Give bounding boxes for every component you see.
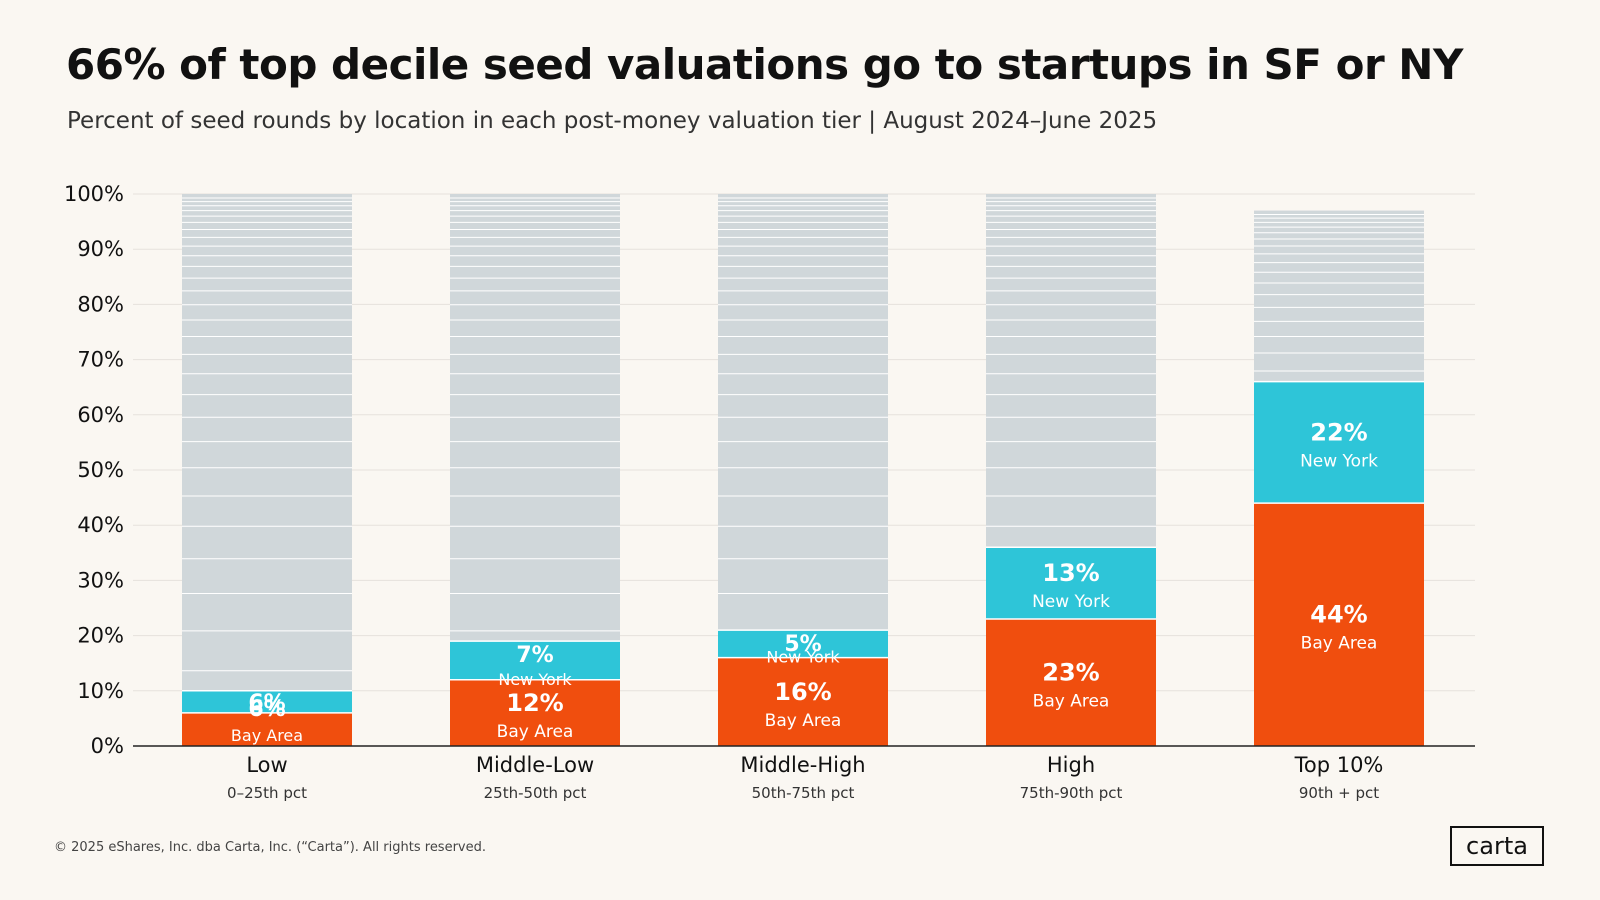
chart-subtitle: Percent of seed rounds by location in ea… <box>67 108 1158 134</box>
new-york-series-label: New York <box>1300 451 1378 471</box>
x-category-sublabel: 75th-90th pct <box>1020 784 1123 802</box>
y-tick-label: 10% <box>77 679 124 703</box>
new-york-value-label: 7% <box>516 643 553 668</box>
bay-area-series-label: Bay Area <box>1301 634 1378 654</box>
bar-new-york <box>1254 381 1424 504</box>
bay-area-value-label: 12% <box>506 689 563 717</box>
bar-new-york <box>718 630 888 658</box>
y-tick-label: 100% <box>64 182 124 206</box>
y-tick-label: 50% <box>77 458 124 482</box>
x-category-label: Middle-Low <box>476 753 594 777</box>
bay-area-series-label: Bay Area <box>231 726 303 745</box>
x-category-label: Top 10% <box>1294 753 1384 777</box>
chart-title: 66% of top decile seed valuations go to … <box>66 40 1463 89</box>
bar-other <box>182 194 352 691</box>
bar-bay-area <box>182 712 352 746</box>
bay-area-series-label: Bay Area <box>1033 692 1110 712</box>
bar-other <box>1254 210 1424 382</box>
bar-other <box>986 194 1156 548</box>
y-tick-label: 0% <box>91 734 124 758</box>
copyright-notice: © 2025 eShares, Inc. dba Carta, Inc. (“C… <box>54 840 487 855</box>
new-york-value-label: 13% <box>1042 559 1099 587</box>
bar-bay-area <box>450 679 620 746</box>
new-york-series-label: New York <box>766 648 840 667</box>
x-category-sublabel: 90th + pct <box>1299 784 1379 802</box>
bar-bay-area <box>986 619 1156 746</box>
new-york-value-label: 22% <box>1310 418 1367 446</box>
bay-area-value-label: 6% <box>248 697 285 722</box>
y-tick-label: 20% <box>77 624 124 648</box>
y-tick-label: 30% <box>77 568 124 592</box>
y-tick-label: 90% <box>77 237 124 261</box>
x-category-sublabel: 25th-50th pct <box>484 784 587 802</box>
bar-other <box>718 194 888 631</box>
x-category-label: High <box>1047 753 1095 777</box>
bar-new-york <box>450 641 620 680</box>
bar-bay-area <box>718 657 888 746</box>
bay-area-series-label: Bay Area <box>497 722 574 742</box>
y-tick-label: 80% <box>77 292 124 316</box>
bay-area-value-label: 16% <box>774 678 831 706</box>
x-category-label: Middle-High <box>740 753 865 777</box>
x-category-sublabel: 0–25th pct <box>227 784 307 802</box>
bar-new-york <box>182 690 352 713</box>
bay-area-value-label: 23% <box>1042 659 1099 687</box>
x-category-label: Low <box>246 753 287 777</box>
carta-logo: carta <box>1450 826 1544 866</box>
new-york-value-label: 6% <box>248 691 285 716</box>
new-york-series-label: New York <box>1032 592 1110 612</box>
y-tick-label: 40% <box>77 513 124 537</box>
y-tick-label: 70% <box>77 348 124 372</box>
bar-new-york <box>986 547 1156 620</box>
bar-bay-area <box>1254 503 1424 746</box>
x-category-sublabel: 50th-75th pct <box>752 784 855 802</box>
y-tick-label: 60% <box>77 403 124 427</box>
bay-area-series-label: Bay Area <box>765 711 842 731</box>
bay-area-value-label: 44% <box>1310 601 1367 629</box>
new-york-series-label: New York <box>498 670 572 689</box>
new-york-value-label: 5% <box>784 632 821 657</box>
